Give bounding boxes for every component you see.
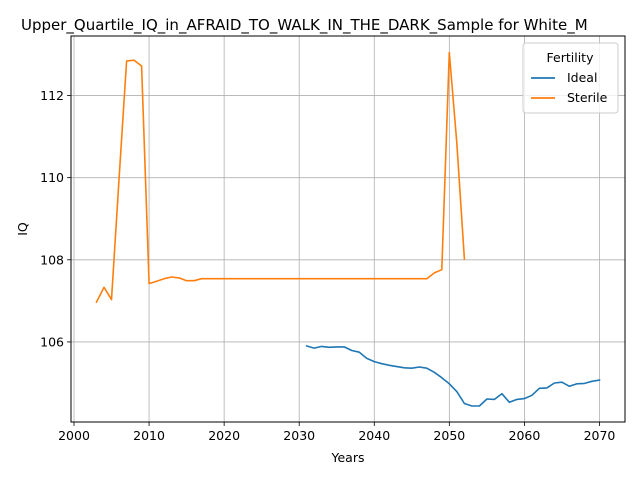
- y-axis-ticks: 106 108 110 112: [40, 88, 71, 349]
- legend-title: Fertility: [547, 50, 595, 65]
- legend-label-sterile: Sterile: [567, 90, 608, 105]
- y-tick-label: 110: [40, 170, 64, 185]
- x-tick-label: 2070: [584, 428, 616, 443]
- x-axis-label: Years: [331, 450, 365, 465]
- series-lines: [95, 51, 601, 407]
- legend-box: [522, 42, 619, 114]
- y-tick-label: 108: [40, 252, 64, 267]
- x-axis-ticks: 2000 2010 2020 2030 2040 2050 2060 2070: [58, 422, 615, 443]
- chart-title: Upper_Quartile_IQ_in_AFRAID_TO_WALK_IN_T…: [21, 16, 588, 35]
- legend: Fertility Ideal Sterile: [522, 42, 619, 114]
- grid-lines: [71, 36, 625, 422]
- legend-label-ideal: Ideal: [567, 70, 597, 85]
- x-tick-label: 2040: [358, 428, 390, 443]
- series-line-ideal: [305, 345, 601, 407]
- y-axis-label: IQ: [15, 222, 30, 236]
- x-tick-label: 2050: [433, 428, 465, 443]
- x-tick-label: 2000: [58, 428, 90, 443]
- plot-frame: [70, 35, 626, 423]
- x-tick-label: 2020: [208, 428, 240, 443]
- x-tick-label: 2060: [509, 428, 541, 443]
- x-tick-label: 2030: [283, 428, 315, 443]
- series-line-sterile: [95, 51, 466, 304]
- x-tick-label: 2010: [133, 428, 165, 443]
- y-tick-label: 112: [40, 88, 64, 103]
- y-tick-label: 106: [40, 334, 64, 349]
